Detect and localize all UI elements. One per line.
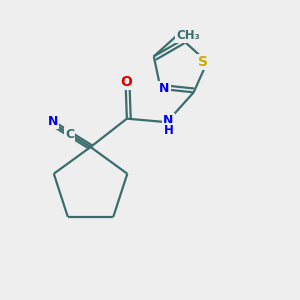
- Text: S: S: [198, 55, 208, 69]
- Text: H: H: [164, 124, 173, 137]
- Text: N: N: [163, 114, 173, 127]
- Text: C: C: [65, 128, 74, 140]
- Text: N: N: [48, 116, 58, 128]
- Text: CH₃: CH₃: [176, 29, 200, 42]
- Text: N: N: [159, 82, 170, 95]
- Text: O: O: [120, 74, 132, 88]
